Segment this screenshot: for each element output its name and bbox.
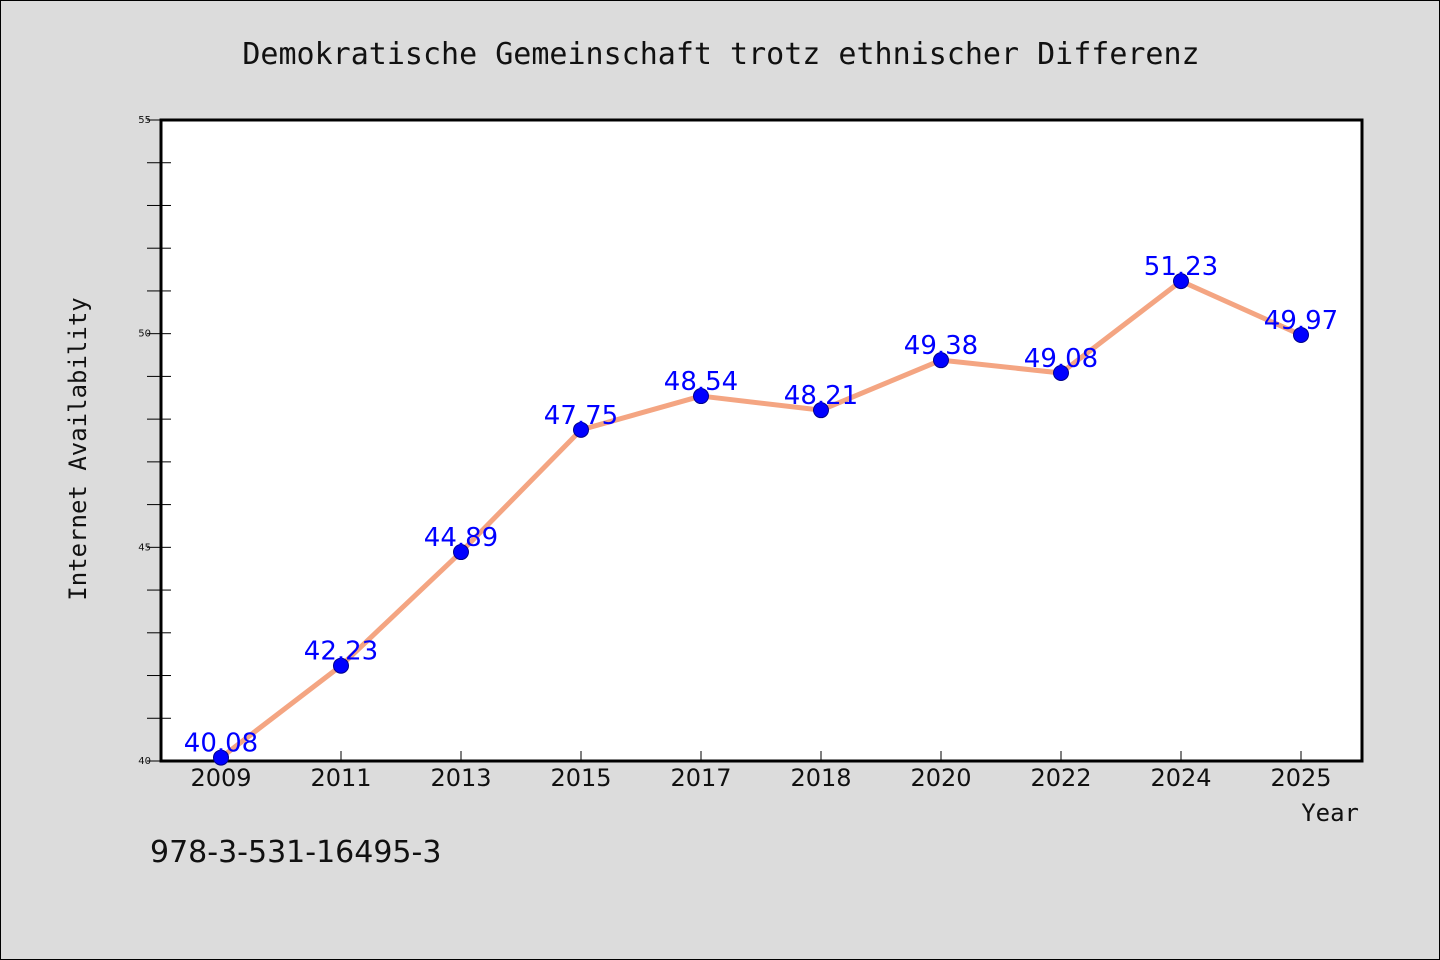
x-tick-label: 2015 — [550, 764, 611, 792]
data-point — [813, 402, 829, 419]
data-label: 51.23 — [1144, 252, 1218, 282]
x-tick-label: 2024 — [1150, 764, 1211, 792]
data-point — [1053, 364, 1069, 381]
x-tick-label: 2013 — [430, 764, 491, 792]
x-axis-ticks: 2009 2011 2013 2015 2017 2018 2020 2022 2024 2025 — [190, 751, 1332, 792]
y-tick-label: 50 — [138, 329, 151, 340]
y-tick-label: 55 — [138, 115, 151, 126]
x-tick-label: 2009 — [190, 764, 251, 792]
data-label: 40.08 — [184, 729, 258, 759]
plot-area — [159, 118, 1364, 763]
x-tick-label: 2022 — [1030, 764, 1091, 792]
series-markers — [213, 273, 1309, 766]
data-point — [333, 657, 349, 674]
data-point — [213, 749, 229, 766]
x-tick-label: 2011 — [310, 764, 371, 792]
x-tick-label: 2025 — [1270, 764, 1331, 792]
y-axis-label: Internet Availability — [64, 297, 92, 600]
chart-title: Demokratische Gemeinschaft trotz ethnisc… — [242, 37, 1199, 72]
data-label: 42.23 — [304, 637, 378, 667]
data-label: 47.75 — [544, 401, 618, 431]
data-point — [1293, 326, 1309, 343]
x-tick-label: 2020 — [910, 764, 971, 792]
y-minor-ticks — [147, 119, 171, 762]
data-label: 48.21 — [784, 381, 858, 411]
data-point — [933, 352, 949, 369]
data-label: 48.54 — [664, 367, 738, 397]
x-tick-label: 2018 — [790, 764, 851, 792]
data-point — [573, 421, 589, 438]
series-line — [218, 278, 1304, 761]
data-point — [693, 388, 709, 405]
x-axis-label: Year — [1301, 799, 1359, 827]
data-labels: 40.08 42.23 44.89 47.75 48.54 48.21 49.38 49.08… — [184, 252, 1338, 758]
data-label: 49.97 — [1264, 306, 1338, 336]
y-tick-label: 45 — [138, 542, 151, 553]
data-point — [453, 544, 469, 561]
y-axis-ticks: 40 45 50 55 — [138, 115, 151, 767]
isbn-text: 978-3-531-16495-3 — [150, 835, 442, 870]
y-tick-label: 40 — [138, 756, 151, 767]
data-point — [1173, 273, 1189, 290]
data-label: 49.08 — [1024, 344, 1098, 374]
x-tick-label: 2017 — [670, 764, 731, 792]
data-label: 49.38 — [904, 331, 978, 361]
data-label: 44.89 — [424, 523, 498, 553]
